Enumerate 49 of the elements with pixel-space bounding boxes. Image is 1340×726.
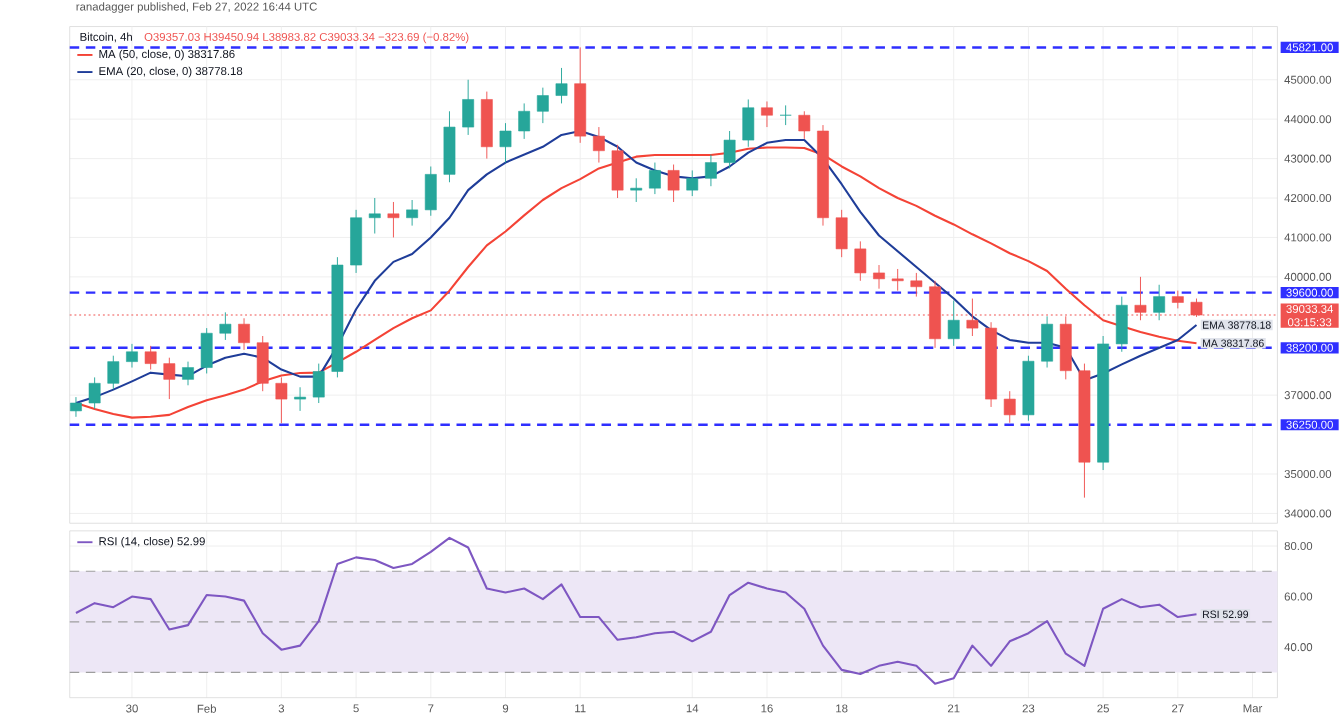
candlestick bbox=[462, 79, 475, 136]
candlestick bbox=[854, 240, 867, 282]
candlestick bbox=[406, 199, 419, 227]
candlestick bbox=[555, 67, 568, 104]
candlestick bbox=[107, 355, 120, 390]
candlestick bbox=[163, 357, 176, 400]
candlestick bbox=[910, 272, 923, 297]
candlestick bbox=[686, 169, 699, 197]
candlestick bbox=[611, 144, 624, 199]
candlestick bbox=[200, 327, 213, 374]
candlestick bbox=[144, 345, 157, 370]
candlestick bbox=[947, 299, 960, 347]
candlestick bbox=[891, 268, 904, 292]
candlestick bbox=[1153, 284, 1166, 321]
candlestick bbox=[182, 361, 194, 386]
candlestick bbox=[518, 102, 531, 140]
candlestick bbox=[779, 104, 792, 126]
candlestick bbox=[88, 376, 101, 410]
candlestick bbox=[70, 396, 82, 418]
candlestick bbox=[499, 122, 512, 163]
candlestick bbox=[873, 264, 885, 290]
candlestick bbox=[705, 154, 717, 187]
candlestick bbox=[368, 197, 381, 234]
candlestick bbox=[667, 163, 680, 203]
candlestick bbox=[536, 87, 549, 124]
candlestick bbox=[312, 363, 325, 404]
candlestick bbox=[1003, 390, 1016, 424]
candlestick bbox=[798, 110, 811, 140]
candlestick bbox=[1115, 296, 1128, 353]
candlestick bbox=[723, 130, 736, 169]
candlestick bbox=[126, 343, 138, 368]
line-series bbox=[74, 536, 1198, 685]
candlestick bbox=[256, 335, 269, 392]
candlestick bbox=[275, 376, 288, 424]
candlestick bbox=[742, 98, 755, 148]
candlestick bbox=[219, 311, 232, 341]
candlestick bbox=[480, 91, 493, 160]
candlestick bbox=[387, 201, 400, 238]
candlestick bbox=[835, 209, 848, 258]
candlestick bbox=[592, 126, 605, 163]
candlestick bbox=[761, 100, 773, 128]
candlestick bbox=[1041, 315, 1053, 368]
candlestick bbox=[443, 110, 456, 183]
candlestick bbox=[294, 386, 306, 412]
candlestick bbox=[350, 209, 362, 274]
candlestick bbox=[424, 165, 437, 217]
candlestick bbox=[649, 162, 661, 195]
candlestick bbox=[1059, 315, 1072, 380]
candlestick bbox=[630, 177, 643, 203]
